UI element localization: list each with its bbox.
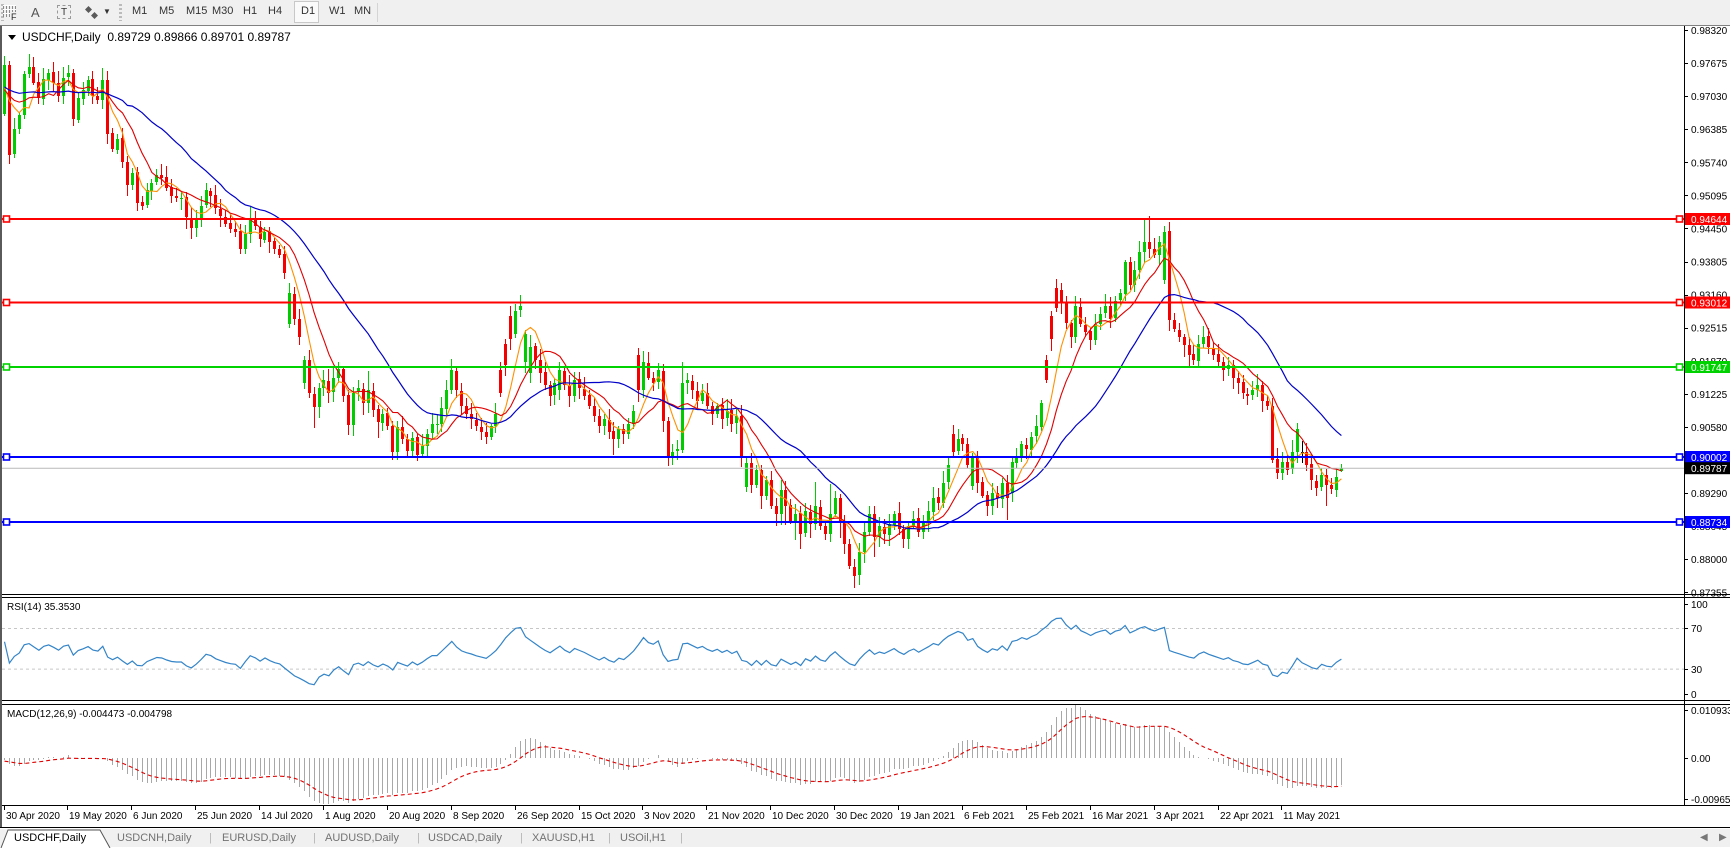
svg-text:0.93160: 0.93160 — [1691, 291, 1728, 302]
svg-text:21 Nov 2020: 21 Nov 2020 — [708, 811, 765, 822]
svg-text:0.93012: 0.93012 — [1691, 299, 1728, 310]
svg-text:0.90580: 0.90580 — [1691, 423, 1728, 434]
svg-text:19 May 2020: 19 May 2020 — [69, 811, 127, 822]
svg-text:26 Sep 2020: 26 Sep 2020 — [517, 811, 574, 822]
svg-text:0: 0 — [1691, 690, 1697, 701]
svg-text:0.95740: 0.95740 — [1691, 158, 1728, 169]
svg-text:0.88000: 0.88000 — [1691, 555, 1728, 566]
svg-text:0.95095: 0.95095 — [1691, 191, 1728, 202]
svg-text:MACD(12,26,9) -0.004473 -0.004: MACD(12,26,9) -0.004473 -0.004798 — [7, 709, 173, 720]
svg-text:0.97030: 0.97030 — [1691, 92, 1728, 103]
svg-text:0.92515: 0.92515 — [1691, 324, 1728, 335]
svg-text:RSI(14) 35.3530: RSI(14) 35.3530 — [7, 602, 81, 613]
svg-text:3 Apr 2021: 3 Apr 2021 — [1156, 811, 1205, 822]
svg-text:0.89787: 0.89787 — [1691, 464, 1728, 475]
svg-text:6 Jun 2020: 6 Jun 2020 — [133, 811, 183, 822]
svg-text:16 Mar 2021: 16 Mar 2021 — [1092, 811, 1149, 822]
svg-text:6 Feb 2021: 6 Feb 2021 — [964, 811, 1015, 822]
svg-text:3 Nov 2020: 3 Nov 2020 — [644, 811, 696, 822]
svg-text:19 Jan 2021: 19 Jan 2021 — [900, 811, 955, 822]
svg-text:USDCHF,Daily 0.89729 0.89866: USDCHF,Daily 0.89729 0.89866 0.89701 0.8… — [22, 30, 291, 44]
svg-text:100: 100 — [1691, 600, 1708, 611]
svg-text:8 Sep 2020: 8 Sep 2020 — [453, 811, 505, 822]
svg-text:10 Dec 2020: 10 Dec 2020 — [772, 811, 829, 822]
svg-text:0.00: 0.00 — [1691, 754, 1711, 765]
svg-text:30 Apr 2020: 30 Apr 2020 — [6, 811, 60, 822]
svg-text:20 Aug 2020: 20 Aug 2020 — [389, 811, 446, 822]
svg-text:0.010933: 0.010933 — [1691, 706, 1730, 717]
svg-text:25 Jun 2020: 25 Jun 2020 — [197, 811, 252, 822]
svg-text:30: 30 — [1691, 665, 1703, 676]
svg-text:0.97675: 0.97675 — [1691, 59, 1728, 70]
svg-text:0.88734: 0.88734 — [1691, 518, 1728, 529]
svg-text:0.89290: 0.89290 — [1691, 489, 1728, 500]
svg-text:0.94644: 0.94644 — [1691, 215, 1728, 226]
svg-text:0.91747: 0.91747 — [1691, 363, 1728, 374]
svg-text:0.93805: 0.93805 — [1691, 258, 1728, 269]
svg-text:0.91225: 0.91225 — [1691, 390, 1728, 401]
svg-text:0.98320: 0.98320 — [1691, 26, 1728, 37]
svg-text:30 Dec 2020: 30 Dec 2020 — [836, 811, 893, 822]
svg-text:70: 70 — [1691, 624, 1703, 635]
svg-text:25 Feb 2021: 25 Feb 2021 — [1028, 811, 1085, 822]
svg-text:14 Jul 2020: 14 Jul 2020 — [261, 811, 313, 822]
svg-text:0.90002: 0.90002 — [1691, 453, 1728, 464]
svg-text:1 Aug 2020: 1 Aug 2020 — [325, 811, 376, 822]
svg-text:0.87355: 0.87355 — [1691, 588, 1728, 599]
svg-text:11 May 2021: 11 May 2021 — [1283, 811, 1341, 822]
svg-text:0.96385: 0.96385 — [1691, 125, 1728, 136]
svg-text:22 Apr 2021: 22 Apr 2021 — [1220, 811, 1274, 822]
svg-text:0.94450: 0.94450 — [1691, 225, 1728, 236]
svg-text:15 Oct 2020: 15 Oct 2020 — [581, 811, 636, 822]
